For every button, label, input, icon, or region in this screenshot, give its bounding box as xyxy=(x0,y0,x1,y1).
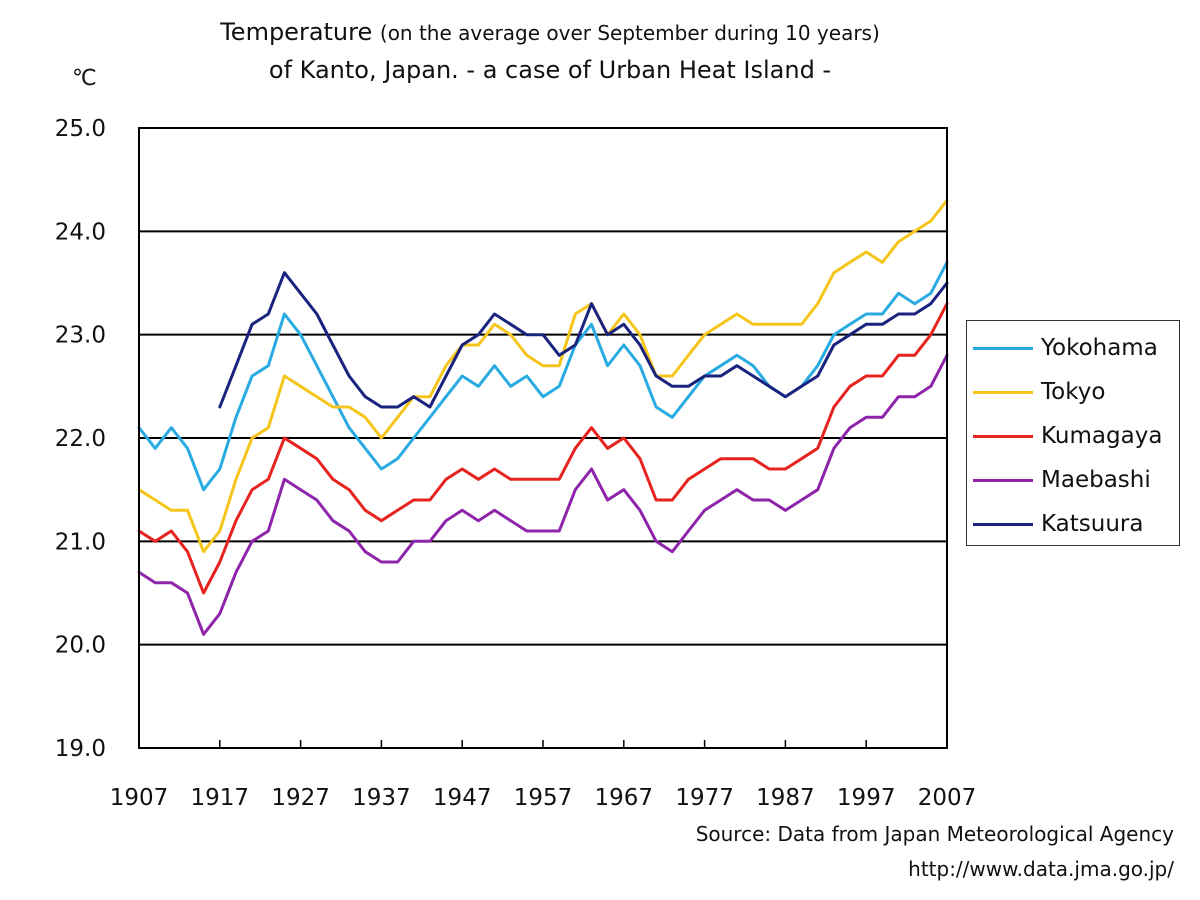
x-tick-label: 1977 xyxy=(675,785,734,811)
x-tick-label: 1957 xyxy=(514,785,573,811)
series-line-kumagaya xyxy=(137,302,949,595)
x-tick-label: 1917 xyxy=(191,785,250,811)
series-line-maebashi xyxy=(137,353,949,636)
legend-swatch xyxy=(973,522,1033,526)
y-axis-unit-label: ℃ xyxy=(72,66,97,91)
legend-label: Kumagaya xyxy=(1041,423,1163,449)
source-url: http://www.data.jma.go.jp/ xyxy=(908,857,1174,881)
y-tick-label: 22.0 xyxy=(55,426,106,452)
x-tick-label: 1927 xyxy=(271,785,330,811)
legend-label: Tokyo xyxy=(1041,379,1106,405)
legend-label: Katsuura xyxy=(1041,511,1144,537)
x-tick-label: 1907 xyxy=(110,785,169,811)
chart-title-line2: of Kanto, Japan. - a case of Urban Heat … xyxy=(268,56,832,84)
source-text: Source: Data from Japan Meteorological A… xyxy=(695,822,1174,846)
legend-swatch xyxy=(973,478,1033,482)
legend-label: Maebashi xyxy=(1041,467,1151,493)
y-tick-label: 21.0 xyxy=(55,529,106,555)
y-tick-label: 25.0 xyxy=(55,116,106,142)
legend-item: Kumagaya xyxy=(967,421,1162,451)
x-tick-label: 1947 xyxy=(433,785,492,811)
legend-swatch xyxy=(973,346,1033,350)
y-tick-label: 23.0 xyxy=(55,323,106,349)
x-tick-label: 1937 xyxy=(352,785,411,811)
chart-title: Temperature (on the average over Septemb… xyxy=(0,18,1100,46)
x-tick-label: 2007 xyxy=(918,785,977,811)
legend-swatch xyxy=(973,434,1033,438)
y-tick-label: 20.0 xyxy=(55,633,106,659)
legend-item: Tokyo xyxy=(967,377,1105,407)
chart-subtitle: (on the average over September during 10… xyxy=(379,21,880,45)
chart-title-main: Temperature xyxy=(220,18,373,46)
plot-frame xyxy=(138,127,948,749)
x-tick-label: 1987 xyxy=(756,785,815,811)
series-line-katsuura xyxy=(218,271,949,409)
legend: Yokohama Tokyo Kumagaya Maebashi Katsuura xyxy=(966,320,1180,546)
legend-label: Yokohama xyxy=(1041,335,1158,361)
series-line-yokohama xyxy=(137,260,949,492)
series-line-tokyo xyxy=(137,198,949,554)
y-tick-label: 19.0 xyxy=(55,736,106,762)
y-tick-label: 24.0 xyxy=(55,219,106,245)
legend-item: Yokohama xyxy=(967,333,1158,363)
legend-swatch xyxy=(973,390,1033,394)
legend-item: Maebashi xyxy=(967,465,1151,495)
x-tick-label: 1997 xyxy=(837,785,896,811)
x-tick-label: 1967 xyxy=(595,785,654,811)
legend-item: Katsuura xyxy=(967,509,1143,539)
